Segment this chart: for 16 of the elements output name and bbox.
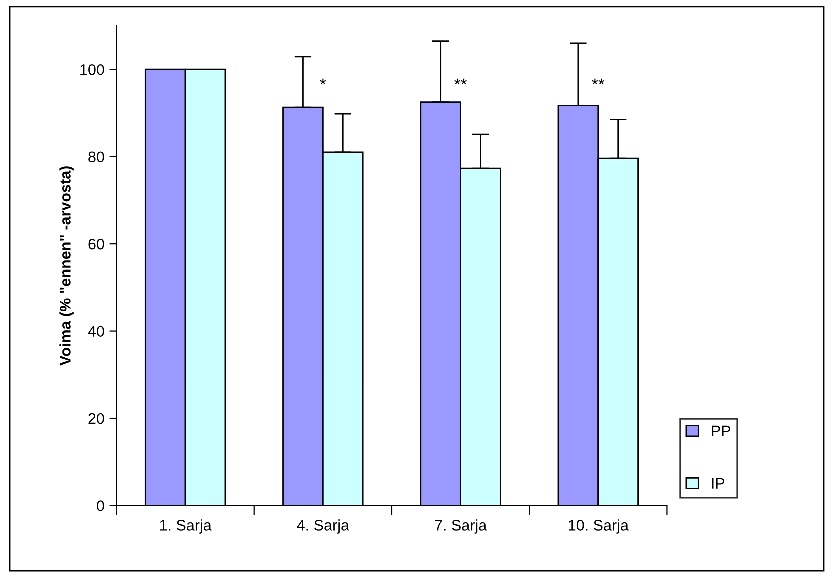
- annotation: *: [320, 78, 326, 85]
- annotation: **: [592, 78, 605, 85]
- y-tick-label: 20: [88, 413, 104, 424]
- y-tick-label: 80: [88, 152, 104, 163]
- x-tick-label: 1. Sarja: [160, 520, 212, 534]
- y-tick-label: 100: [80, 64, 104, 76]
- y-tick-label: 0: [97, 500, 104, 512]
- y-tick-label: 40: [88, 326, 104, 337]
- legend-label: IP: [712, 478, 725, 489]
- y-tick-label: 60: [88, 238, 104, 250]
- x-tick-label: 10. Sarja: [568, 520, 629, 534]
- annotation: **: [454, 78, 468, 85]
- x-tick-label: 4. Sarja: [297, 520, 350, 534]
- y-axis-title: Voima (% "ennen" -arvosta): [60, 166, 74, 366]
- x-tick-label: 7. Sarja: [435, 520, 488, 534]
- legend-label: PP: [712, 426, 730, 436]
